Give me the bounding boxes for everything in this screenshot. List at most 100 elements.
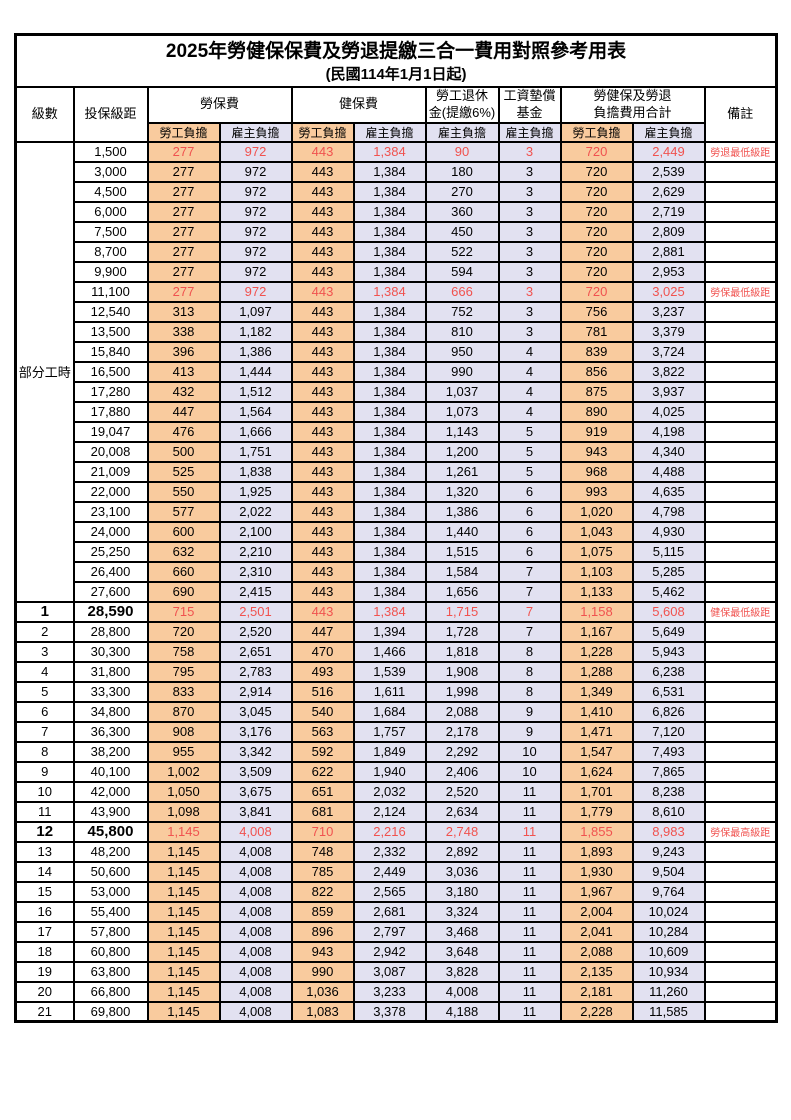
cell-health-employer: 1,384 [352,220,427,243]
cell-bracket: 8,700 [72,240,149,263]
cell-wage-fund-employer: 3 [497,260,562,283]
cell-wage-fund-employer: 8 [497,680,562,703]
table-row: 12,540 313 1,097 443 1,384 752 3 756 3,237 [16,300,778,323]
cell-health-employer: 1,384 [352,560,427,583]
cell-total-employee: 1,930 [559,860,634,883]
cell-labor-employer: 1,182 [218,320,293,343]
cell-total-employee: 1,701 [559,780,634,803]
table-row: 13,500 338 1,182 443 1,384 810 3 781 3,379 [16,320,778,343]
cell-health-employer: 1,384 [352,400,427,423]
cell-health-employer: 3,087 [352,960,427,983]
cell-total-employer: 3,237 [631,300,706,323]
cell-remark [703,880,778,903]
table-row: 8 38,200 955 3,342 592 1,849 2,292 10 1,547 7,493 [14,740,778,763]
cell-wage-fund-employer: 5 [497,460,562,483]
cell-bracket: 38,200 [72,740,149,763]
table-row: 4 31,800 795 2,783 493 1,539 1,908 8 1,288 6,238 [14,660,778,683]
cell-labor-employee: 870 [146,700,221,723]
cell-total-employee: 720 [559,200,634,223]
cell-total-employee: 756 [559,300,634,323]
cell-total-employer: 9,504 [631,860,706,883]
cell-health-employer: 1,384 [352,600,427,623]
cell-labor-employee: 690 [146,580,221,603]
cell-level: 2 [14,620,75,643]
cell-labor-employee: 1,145 [146,860,221,883]
cell-total-employer: 5,115 [631,540,706,563]
cell-labor-employee: 1,145 [146,820,221,843]
table-row: 部分工時 1,500 277 972 443 1,384 90 3 720 2,449 勞退最低級距 [14,140,778,603]
cell-health-employee: 651 [290,780,355,803]
cell-remark [703,780,778,803]
cell-total-employer: 11,585 [631,1000,706,1023]
cell-health-employer: 1,384 [352,440,427,463]
cell-labor-employer: 972 [218,220,293,243]
cell-labor-employee: 277 [146,280,221,303]
header-total-line1: 勞健保及勞退 [593,88,672,104]
cell-health-employer: 1,394 [352,620,427,643]
header-total-line2: 負擔費用合計 [593,104,672,120]
cell-labor-employee: 447 [146,400,221,423]
premium-reference-table: 2025年勞健保保費及勞退提繳三合一費用對照參考用表 (民國114年1月1日起)… [14,33,779,1023]
cell-level: 20 [14,980,75,1003]
cell-pension-employer: 1,320 [424,480,500,503]
cell-health-employee: 681 [290,800,355,823]
cell-labor-employee: 338 [146,320,221,343]
cell-health-employer: 1,384 [352,320,427,343]
cell-remark [703,980,778,1003]
cell-bracket: 36,300 [72,720,149,743]
cell-remark [703,860,778,883]
cell-pension-employer: 2,892 [424,840,500,863]
subheader-labor-employer: 雇主負擔 [218,121,293,143]
cell-pension-employer: 1,584 [424,560,500,583]
cell-total-employer: 3,724 [631,340,706,363]
cell-labor-employee: 660 [146,560,221,583]
cell-health-employer: 2,565 [352,880,427,903]
cell-labor-employer: 1,444 [218,360,293,383]
cell-wage-fund-employer: 4 [497,360,562,383]
cell-labor-employee: 955 [146,740,221,763]
cell-level: 6 [14,700,75,723]
cell-total-employer: 5,649 [631,620,706,643]
cell-total-employee: 1,158 [559,600,634,623]
table-row: 26,400 660 2,310 443 1,384 1,584 7 1,103 5,285 [16,560,778,583]
cell-health-employee: 540 [290,700,355,723]
cell-labor-employer: 2,783 [218,660,293,683]
cell-wage-fund-employer: 9 [497,700,562,723]
subheader-total-employee: 勞工負擔 [559,121,634,143]
cell-health-employee: 443 [290,200,355,223]
table-row: 14 50,600 1,145 4,008 785 2,449 3,036 11 1,930 9,… [14,860,778,883]
cell-health-employer: 1,466 [352,640,427,663]
cell-labor-employer: 2,415 [218,580,293,603]
cell-labor-employer: 2,100 [218,520,293,543]
cell-labor-employer: 972 [218,180,293,203]
cell-bracket: 15,840 [72,340,149,363]
cell-pension-employer: 752 [424,300,500,323]
cell-remark [703,480,778,503]
cell-wage-fund-employer: 11 [497,900,562,923]
cell-total-employee: 856 [559,360,634,383]
cell-remark [703,380,778,403]
cell-remark [703,440,778,463]
cell-health-employee: 443 [290,300,355,323]
cell-total-employee: 2,088 [559,940,634,963]
cell-wage-fund-employer: 9 [497,720,562,743]
cell-labor-employer: 4,008 [218,980,293,1003]
cell-total-employee: 720 [559,280,634,303]
cell-remark [703,660,778,683]
cell-bracket: 43,900 [72,800,149,823]
cell-pension-employer: 1,440 [424,520,500,543]
cell-labor-employer: 972 [218,200,293,223]
cell-labor-employee: 413 [146,360,221,383]
cell-total-employer: 2,953 [631,260,706,283]
cell-level: 19 [14,960,75,983]
cell-bracket: 63,800 [72,960,149,983]
cell-pension-employer: 1,386 [424,500,500,523]
cell-labor-employee: 313 [146,300,221,323]
cell-bracket: 40,100 [72,760,149,783]
cell-remark [703,460,778,483]
cell-health-employee: 443 [290,280,355,303]
cell-level: 18 [14,940,75,963]
cell-remark [703,1000,778,1023]
cell-wage-fund-employer: 6 [497,480,562,503]
cell-remark [703,560,778,583]
